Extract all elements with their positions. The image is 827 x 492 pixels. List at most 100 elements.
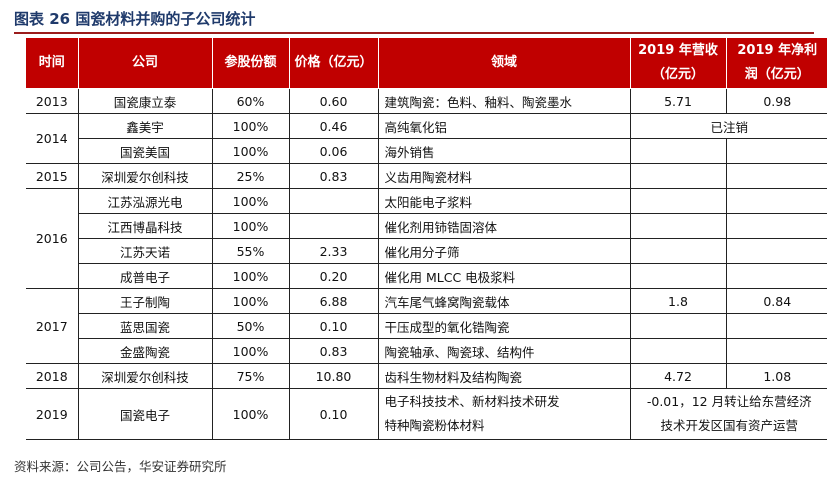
year-cell: 2018: [26, 363, 79, 389]
table-row: 2013 国瓷康立泰 60% 0.60 建筑陶瓷：色料、釉料、陶瓷墨水 5.71…: [26, 88, 827, 114]
revenue-cell: [629, 213, 727, 239]
header-field: 领域: [377, 37, 631, 89]
note-cell: 已注销: [629, 113, 827, 139]
revenue-cell: [629, 138, 727, 164]
field-cell: 干压成型的氧化锆陶瓷: [377, 313, 631, 339]
revenue-cell: 5.71: [629, 88, 727, 114]
price-cell: 0.60: [288, 88, 379, 114]
company-cell: 深圳爱尔创科技: [77, 363, 213, 389]
year-cell: 2013: [26, 88, 79, 114]
field-cell: 催化用 MLCC 电极浆料: [377, 263, 631, 289]
profit-cell: [725, 238, 827, 264]
header-row: 时间 公司 参股份额 价格（亿元） 领域 2019 年营收 （亿元） 2019 …: [26, 37, 827, 89]
acquisitions-table: 时间 公司 参股份额 价格（亿元） 领域 2019 年营收 （亿元） 2019 …: [26, 37, 827, 440]
stake-cell: 100%: [211, 338, 290, 364]
note-line2: 技术开发区国有资产运营: [660, 418, 798, 433]
field-cell: 陶瓷轴承、陶瓷球、结构件: [377, 338, 631, 364]
profit-cell: [725, 213, 827, 239]
company-cell: 江苏天诺: [77, 238, 213, 264]
company-cell: 国瓷电子: [77, 388, 213, 440]
table-row: 成普电子 100% 0.20 催化用 MLCC 电极浆料: [26, 263, 827, 289]
header-revenue: 2019 年营收 （亿元）: [629, 37, 727, 89]
stake-cell: 55%: [211, 238, 290, 264]
profit-cell: [725, 188, 827, 214]
field-cell: 义齿用陶瓷材料: [377, 163, 631, 189]
revenue-cell: [629, 313, 727, 339]
stake-cell: 60%: [211, 88, 290, 114]
field-cell: 齿科生物材料及结构陶瓷: [377, 363, 631, 389]
title-rule: [14, 32, 814, 34]
price-cell: 0.20: [288, 263, 379, 289]
profit-cell: 0.84: [725, 288, 827, 314]
stake-cell: 25%: [211, 163, 290, 189]
table-row: 江苏天诺 55% 2.33 催化用分子筛: [26, 238, 827, 264]
year-cell: 2017: [26, 288, 79, 364]
header-revenue-line2: （亿元）: [651, 67, 704, 82]
profit-cell: [725, 138, 827, 164]
table-row: 2014 鑫美宇 100% 0.46 高纯氧化铝 已注销: [26, 113, 827, 164]
stake-cell: 100%: [211, 288, 290, 314]
price-cell: 2.33: [288, 238, 379, 264]
stake-cell: 100%: [211, 113, 290, 139]
company-cell: 鑫美宇: [77, 113, 213, 139]
stake-cell: 100%: [211, 263, 290, 289]
field-line2: 特种陶瓷粉体材料: [384, 418, 485, 433]
field-cell: 电子科技技术、新材料技术研发 特种陶瓷粉体材料: [377, 388, 631, 440]
year-cell: 2015: [26, 163, 79, 189]
company-cell: 蓝思国瓷: [77, 313, 213, 339]
profit-cell: 0.98: [725, 88, 827, 114]
profit-cell: [725, 263, 827, 289]
revenue-cell: [629, 338, 727, 364]
header-revenue-line1: 2019 年营收: [638, 43, 718, 58]
company-cell: 成普电子: [77, 263, 213, 289]
price-cell: 0.10: [288, 313, 379, 339]
table-row: 2015 深圳爱尔创科技 25% 0.83 义齿用陶瓷材料: [26, 163, 827, 189]
profit-cell: 1.08: [725, 363, 827, 389]
price-cell: 0.83: [288, 163, 379, 189]
field-cell: 海外销售: [377, 138, 631, 164]
header-stake: 参股份额: [211, 37, 290, 89]
company-cell: 金盛陶瓷: [77, 338, 213, 364]
company-cell: 国瓷康立泰: [77, 88, 213, 114]
header-company: 公司: [77, 37, 213, 89]
field-cell: 建筑陶瓷：色料、釉料、陶瓷墨水: [377, 88, 631, 114]
revenue-cell: [629, 163, 727, 189]
stake-cell: 100%: [211, 388, 290, 440]
field-cell: 催化用分子筛: [377, 238, 631, 264]
price-cell: 6.88: [288, 288, 379, 314]
table-row: 江西博晶科技 100% 催化剂用铈锆固溶体: [26, 213, 827, 239]
header-price: 价格（亿元）: [288, 37, 379, 89]
profit-cell: [725, 163, 827, 189]
note-cell: -0.01，12 月转让给东营经济 技术开发区国有资产运营: [629, 388, 827, 440]
field-cell: 太阳能电子浆料: [377, 188, 631, 214]
table-row: 2017 王子制陶 100% 6.88 汽车尾气蜂窝陶瓷载体 1.8 0.84: [26, 288, 827, 364]
header-profit-line1: 2019 年净利: [737, 43, 818, 58]
price-cell: [288, 213, 379, 239]
stake-cell: 100%: [211, 188, 290, 214]
table-row: 2016 江苏泓源光电 100% 太阳能电子浆料: [26, 188, 827, 289]
stake-cell: 100%: [211, 138, 290, 164]
revenue-cell: [629, 263, 727, 289]
company-cell: 国瓷美国: [77, 138, 213, 164]
company-cell: 王子制陶: [77, 288, 213, 314]
revenue-cell: 1.8: [629, 288, 727, 314]
table-row: 2018 深圳爱尔创科技 75% 10.80 齿科生物材料及结构陶瓷 4.72 …: [26, 363, 827, 389]
price-cell: 0.10: [288, 388, 379, 440]
header-profit: 2019 年净利 润（亿元）: [725, 37, 827, 89]
company-cell: 江西博晶科技: [77, 213, 213, 239]
price-cell: 0.83: [288, 338, 379, 364]
year-cell: 2019: [26, 388, 79, 440]
header-time: 时间: [26, 37, 79, 89]
stake-cell: 75%: [211, 363, 290, 389]
price-cell: 0.46: [288, 113, 379, 139]
field-line1: 电子科技技术、新材料技术研发: [384, 394, 560, 409]
year-cell: 2016: [26, 188, 79, 289]
price-cell: 10.80: [288, 363, 379, 389]
table-row: 金盛陶瓷 100% 0.83 陶瓷轴承、陶瓷球、结构件: [26, 338, 827, 364]
table-row: 蓝思国瓷 50% 0.10 干压成型的氧化锆陶瓷: [26, 313, 827, 339]
revenue-cell: [629, 238, 727, 264]
company-cell: 江苏泓源光电: [77, 188, 213, 214]
revenue-cell: 4.72: [629, 363, 727, 389]
field-cell: 汽车尾气蜂窝陶瓷载体: [377, 288, 631, 314]
table-row: 2019 国瓷电子 100% 0.10 电子科技技术、新材料技术研发 特种陶瓷粉…: [26, 388, 827, 440]
